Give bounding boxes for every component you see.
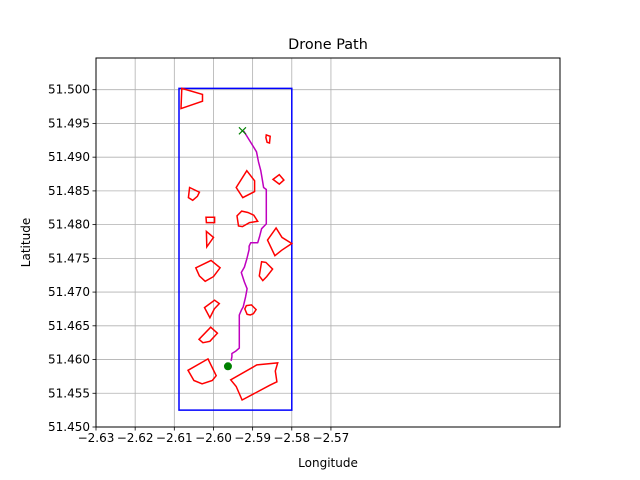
obstacle-polygon <box>266 226 294 257</box>
obstacle-polygon <box>265 133 272 144</box>
obstacle-polygon <box>205 216 216 224</box>
boundary-rect <box>178 87 293 411</box>
drone-path-line <box>230 130 268 362</box>
y-tick-label: 51.465 <box>48 319 90 333</box>
x-tick-label: −2.60 <box>195 431 232 445</box>
obstacle-polygon <box>205 229 215 250</box>
y-axis-label: Latitude <box>19 218 33 267</box>
obstacle-polygon <box>235 169 256 199</box>
y-tick-label: 51.480 <box>48 218 90 232</box>
obstacle-polygon <box>236 210 259 228</box>
x-axis-label: Longitude <box>298 456 358 470</box>
x-axis-ticks: −2.63 −2.62 −2.61 −2.60 −2.59 −2.58 −2.57 <box>78 427 350 445</box>
y-tick-label: 51.455 <box>48 386 90 400</box>
x-tick-label: −2.63 <box>78 431 115 445</box>
y-tick-label: 51.470 <box>48 285 90 299</box>
y-tick-label: 51.500 <box>48 83 90 97</box>
x-tick-label: −2.57 <box>313 431 350 445</box>
obstacle-polygon <box>197 326 219 344</box>
y-tick-label: 51.475 <box>48 251 90 265</box>
start-marker <box>223 362 232 371</box>
x-tick-label: −2.61 <box>156 431 193 445</box>
obstacles-layer <box>180 87 294 402</box>
markers-layer <box>223 126 247 371</box>
x-tick-label: −2.58 <box>273 431 310 445</box>
obstacle-polygon <box>194 259 222 283</box>
y-tick-label: 51.495 <box>48 116 90 130</box>
obstacle-polygon <box>271 173 285 186</box>
y-tick-label: 51.485 <box>48 184 90 198</box>
y-axis-ticks: 51.450 51.455 51.460 51.465 51.470 51.475 51.4… <box>48 83 96 434</box>
obstacle-polygon <box>203 299 221 320</box>
obstacle-polygon <box>243 304 258 316</box>
goal-marker <box>238 126 247 135</box>
y-tick-label: 51.490 <box>48 150 90 164</box>
obstacle-polygon <box>258 260 274 282</box>
y-tick-label: 51.460 <box>48 353 90 367</box>
x-tick-label: −2.62 <box>117 431 154 445</box>
obstacle-polygon <box>180 87 204 110</box>
obstacle-polygon <box>187 186 201 202</box>
obstacle-polygon <box>229 362 279 402</box>
path-layer <box>230 130 268 362</box>
chart-title: Drone Path <box>288 37 368 53</box>
boundary-layer <box>178 87 293 411</box>
x-tick-label: −2.59 <box>234 431 271 445</box>
goal-marker-stroke <box>238 126 247 135</box>
plot-area-frame <box>95 57 561 428</box>
y-tick-label: 51.450 <box>48 420 90 434</box>
obstacle-polygon <box>186 357 218 385</box>
